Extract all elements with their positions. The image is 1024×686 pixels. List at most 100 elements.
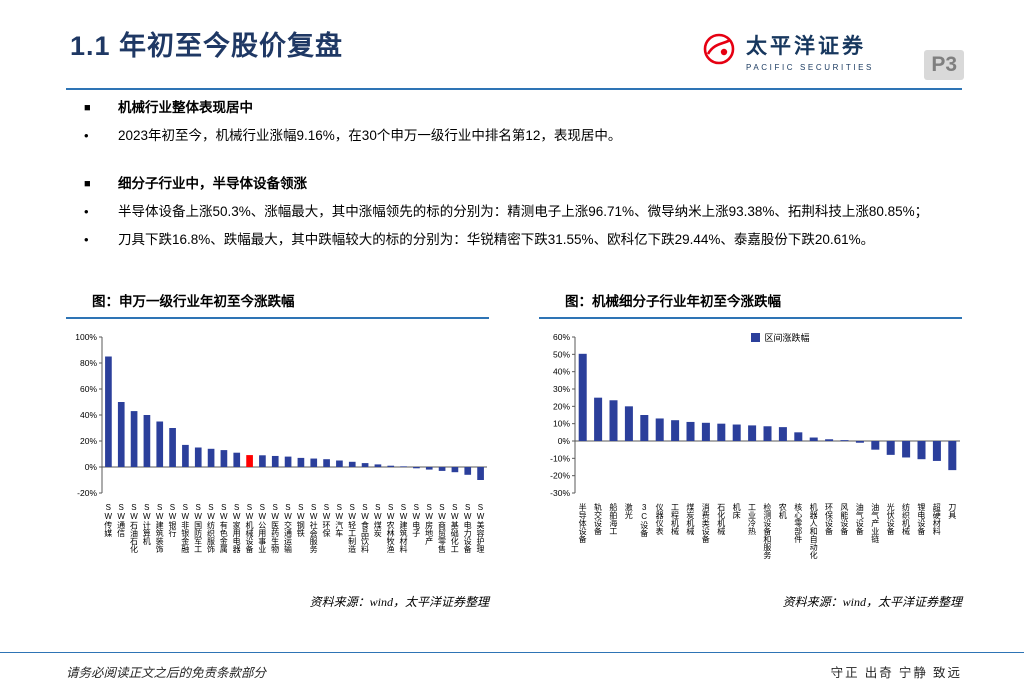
y-tick-label: 40% [553, 367, 570, 377]
charts-row: 图：申万一级行业年初至今涨跌幅 100% 80% 60% 40% 20% 0% -20% S… [66, 290, 962, 610]
bar [655, 418, 664, 441]
y-tick-label: 60% [553, 332, 570, 342]
dot-bullet-icon: • [84, 231, 89, 247]
x-axis-label: 油气产业链 [870, 503, 880, 543]
bar [130, 411, 138, 467]
x-axis-label: SW公用事业 [257, 503, 267, 553]
x-axis-label: SW商贸零售 [437, 503, 447, 553]
x-axis-label: SW轻工制造 [347, 503, 357, 553]
x-axis-label: SW有色金属 [219, 503, 229, 553]
x-axis-label: SW电力设备 [463, 503, 473, 553]
source-note: 资料来源：wind，太平洋证券整理 [309, 595, 489, 609]
y-tick-label: -20% [550, 471, 570, 481]
bar [477, 467, 484, 480]
x-axis-label: 3C设备 [639, 503, 649, 537]
chart-machinery-subsectors: 图：机械细分子行业年初至今涨跌幅 区间涨跌幅 60% 50% 40% 30% 20% 10… [539, 290, 962, 610]
bar [143, 415, 151, 467]
bullet-item: • 刀具下跌16.8%、跌幅最大，其中跌幅较大的标的分别为：华锐精密下跌31.5… [84, 230, 958, 251]
x-axis-label: 石化机械 [716, 503, 726, 535]
bar [578, 353, 587, 441]
bar [438, 467, 446, 471]
y-tick-label: 20% [80, 436, 97, 446]
bar-chart-svg: 100% 80% 60% 40% 20% 0% -20% [75, 332, 487, 498]
legend-swatch-icon [750, 333, 760, 342]
bullet-list: ■ 机械行业整体表现居中 • 2023年初至今，机械行业涨幅9.16%，在30个… [84, 98, 958, 258]
y-tick-label: 100% [75, 332, 97, 342]
bar [778, 427, 787, 441]
brand-text: 太平洋证券 PACIFIC SECURITIES [746, 30, 874, 72]
bar [413, 467, 420, 469]
bar [348, 461, 356, 467]
chart-body: 100% 80% 60% 40% 20% 0% -20% SW传媒 SW通信 SW石油石化 SW计… [66, 327, 489, 591]
square-bullet-icon: ■ [84, 177, 91, 190]
bar [361, 463, 369, 467]
x-axis-label: 农机 [778, 503, 788, 519]
bar [220, 450, 228, 467]
y-tick-label: 20% [553, 401, 570, 411]
bar [284, 456, 292, 467]
chart-title: 图：机械细分子行业年初至今涨跌幅 [539, 290, 962, 319]
footer-divider [0, 652, 1024, 653]
page-number-badge: P3 [924, 50, 964, 80]
bar [902, 441, 911, 458]
chart-legend: 区间涨跌幅 [750, 331, 810, 344]
bar [609, 400, 618, 441]
y-tick-label: 0% [85, 462, 98, 472]
source-note: 资料来源：wind，太平洋证券整理 [782, 595, 962, 609]
footer: 请务必阅读正文之后的免责条款部分 守正 出奇 宁静 致远 [66, 662, 962, 681]
chart-title: 图：申万一级行业年初至今涨跌幅 [66, 290, 489, 319]
bar [794, 432, 803, 441]
x-axis-label: SW纺织服饰 [206, 503, 216, 553]
page-title: 1.1 年初至今股价复盘 [70, 31, 344, 61]
x-axis-labels: SW传媒 SW通信 SW石油石化 SW计算机 SW建筑装饰 SW银行 SW非银金融 SW国防军… [66, 501, 489, 591]
dot-bullet-icon: • [84, 127, 89, 143]
disclaimer-text: 请务必阅读正文之后的免责条款部分 [66, 666, 267, 680]
x-axis-label: SW非银金融 [180, 503, 190, 553]
x-axis-label: 风能设备 [839, 503, 849, 535]
x-axis-labels: 半导体设备 轨交设备 船舶海工 激光 3C设备 仪器仪表 工程机械 煤炭机械 消费类设备 石化机械… [539, 501, 962, 591]
x-axis-label: 环保设备 [824, 503, 834, 535]
x-axis-label: SW通信 [116, 503, 126, 537]
y-tick-label: 10% [553, 419, 570, 429]
bar [932, 441, 941, 461]
x-axis-label: SW电子 [411, 503, 421, 537]
y-tick-label: -20% [77, 488, 97, 498]
x-axis-label: SW美容护理 [475, 503, 485, 553]
x-axis-label: SW家用电器 [232, 503, 242, 553]
bar [840, 440, 849, 441]
x-axis-label: SW石油石化 [129, 503, 139, 553]
bar [763, 426, 772, 441]
bar [117, 402, 125, 467]
x-axis-label: 油气设备 [855, 503, 865, 535]
pacific-securities-logo-icon [701, 31, 737, 72]
x-axis-label: SW国防军工 [193, 503, 203, 553]
bar [259, 455, 266, 467]
bullet-text: 2023年初至今，机械行业涨幅9.16%，在30个申万一级行业中排名第12，表现… [118, 127, 622, 143]
x-axis-label: SW汽车 [334, 503, 344, 537]
bar [748, 425, 757, 441]
y-tick-label: 30% [553, 384, 570, 394]
bar [323, 459, 330, 467]
bar [246, 455, 253, 467]
bar [400, 466, 407, 467]
bar [451, 467, 459, 473]
brand-name-cn: 太平洋证券 [746, 35, 866, 58]
x-axis-label: SW医药生物 [270, 503, 280, 553]
bar [809, 437, 818, 441]
bar [425, 467, 433, 470]
bar [855, 441, 864, 443]
bar-chart-svg: 60% 50% 40% 30% 20% 10% 0% -10% -20% -30% [550, 332, 960, 498]
x-axis-label: 核心零部件 [793, 503, 803, 543]
bar [387, 465, 395, 467]
x-axis-label: 半导体设备 [578, 503, 588, 543]
bullet-text: 机械行业整体表现居中 [118, 100, 253, 115]
x-axis-label: 仪器仪表 [655, 503, 665, 535]
x-axis-label: 纺织机械 [901, 503, 911, 535]
x-axis-label: SW房地产 [424, 503, 434, 545]
bar [671, 420, 680, 441]
chart-body: 区间涨跌幅 60% 50% 40% 30% 20% 10% 0% -10% -20% -30% 半… [539, 327, 962, 591]
x-axis-label: 超硬材料 [932, 503, 942, 535]
x-axis-label: 检测设备和服务 [762, 503, 772, 559]
x-axis-label: SW机械设备 [244, 503, 254, 553]
